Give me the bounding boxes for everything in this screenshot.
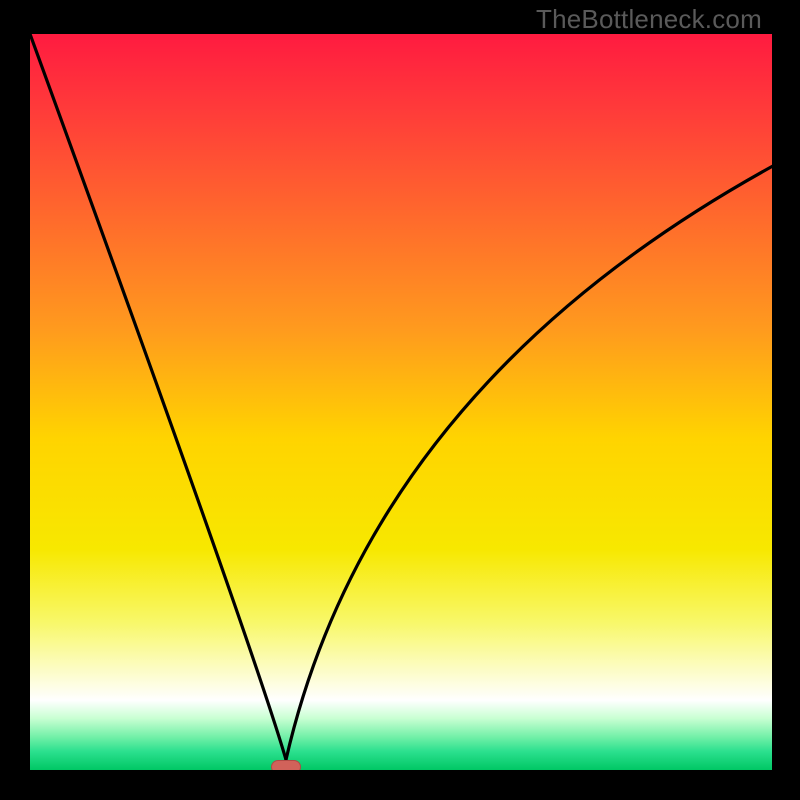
minimum-marker <box>271 760 301 770</box>
gradient-background <box>30 34 772 770</box>
watermark-text: TheBottleneck.com <box>536 4 762 35</box>
plot-area <box>30 34 772 770</box>
chart-svg <box>30 34 772 770</box>
